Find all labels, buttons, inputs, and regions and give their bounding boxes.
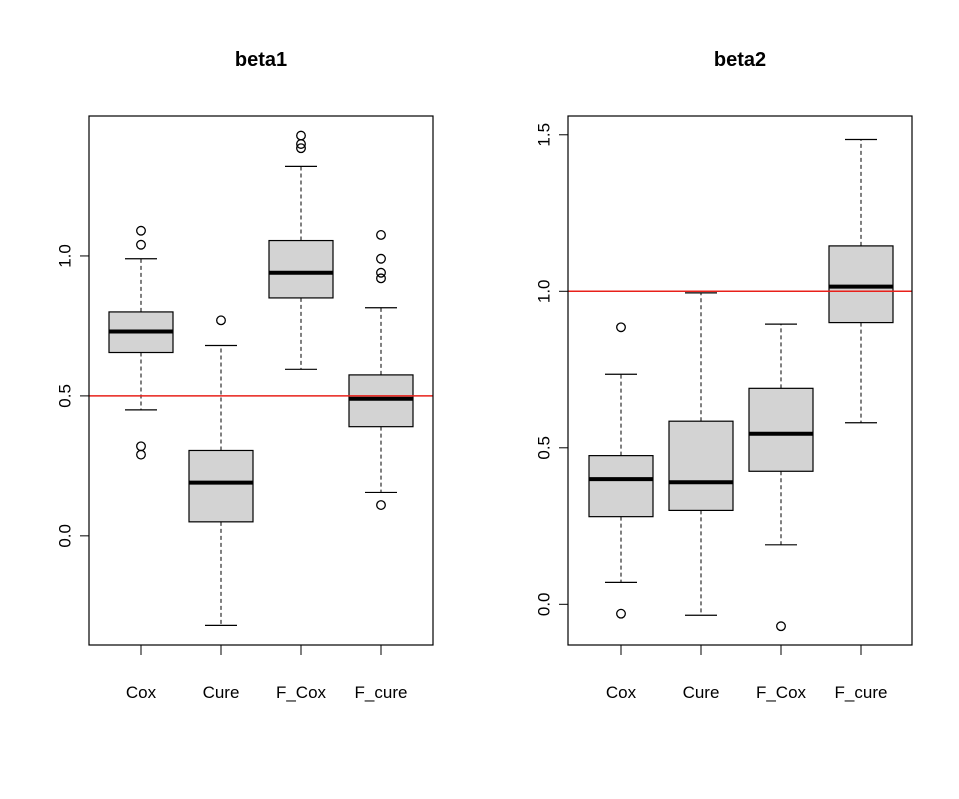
plot-frame	[567, 115, 913, 646]
x-tick-label: F_Cox	[756, 683, 807, 702]
outlier-point	[136, 225, 146, 236]
iqr-box	[828, 245, 894, 324]
outlier-point	[616, 322, 626, 333]
outlier-point	[376, 230, 386, 240]
outlier-point	[376, 273, 386, 284]
x-tick-label: Cure	[203, 683, 240, 702]
y-tick-label: 1.0	[535, 279, 554, 303]
outlier-point	[136, 449, 146, 460]
box-F_cure	[348, 230, 414, 511]
outlier-point	[136, 441, 146, 452]
box-F_Cox	[748, 323, 814, 632]
iqr-box	[748, 387, 814, 472]
x-tick-label: Cox	[606, 683, 637, 702]
box-Cure	[188, 315, 254, 627]
x-tick-label: F_cure	[835, 683, 888, 702]
y-tick-label: 0.5	[535, 436, 554, 460]
outlier-point	[216, 315, 226, 326]
outlier-point	[296, 130, 306, 141]
outlier-point	[376, 500, 386, 511]
chart-panel-beta2: beta2 0.0 0.5 1.0 1.5 Cox Cure F_Cox F_cure	[535, 49, 913, 702]
outlier-point	[376, 267, 386, 278]
y-tick-label: 0.0	[56, 524, 75, 548]
box-Cox	[108, 225, 174, 460]
iqr-box	[348, 374, 414, 428]
iqr-box	[668, 420, 734, 512]
y-tick-label: 1.0	[56, 244, 75, 268]
iqr-box	[268, 239, 334, 299]
box-Cure	[668, 292, 734, 616]
y-tick-label: 1.5	[535, 123, 554, 147]
iqr-box	[188, 449, 254, 523]
box-F_cure	[828, 138, 894, 424]
outlier-point	[296, 143, 306, 154]
x-tick-label: Cure	[683, 683, 720, 702]
x-tick-label: Cox	[126, 683, 157, 702]
outlier-point	[616, 608, 626, 619]
x-tick-label: F_cure	[355, 683, 408, 702]
y-tick-label: 0.5	[56, 384, 75, 408]
outlier-point	[776, 621, 786, 632]
box-Cox	[588, 322, 654, 619]
outlier-point	[376, 253, 386, 264]
box-F_Cox	[268, 130, 334, 370]
outlier-point	[296, 139, 306, 149]
chart-title: beta2	[714, 49, 766, 71]
chart-title: beta1	[235, 49, 287, 71]
plot-frame	[88, 115, 434, 646]
chart-panel-beta1: beta1 0.0 0.5 1.0 Cox Cure F_Cox F_cure	[56, 49, 434, 702]
iqr-box	[588, 455, 654, 518]
y-tick-label: 0.0	[535, 592, 554, 616]
x-tick-label: F_Cox	[276, 683, 327, 702]
outlier-point	[136, 239, 146, 250]
